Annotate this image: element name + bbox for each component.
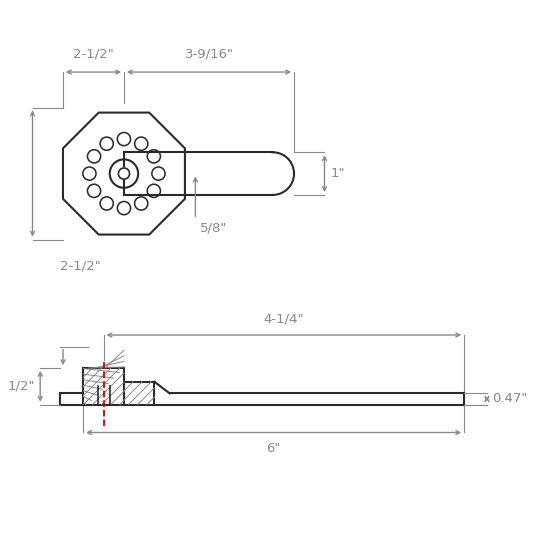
- Text: 1/2": 1/2": [7, 380, 35, 393]
- Polygon shape: [83, 368, 124, 404]
- Text: 2-1/2": 2-1/2": [60, 260, 101, 273]
- Text: 5/8": 5/8": [200, 222, 227, 235]
- Polygon shape: [124, 382, 155, 404]
- Text: 0.47": 0.47": [492, 393, 528, 406]
- Text: 3-9/16": 3-9/16": [185, 48, 233, 61]
- Text: 2-1/2": 2-1/2": [73, 48, 114, 61]
- Text: 4-1/4": 4-1/4": [264, 313, 304, 326]
- Text: 6": 6": [266, 441, 281, 455]
- Text: 1": 1": [331, 167, 345, 180]
